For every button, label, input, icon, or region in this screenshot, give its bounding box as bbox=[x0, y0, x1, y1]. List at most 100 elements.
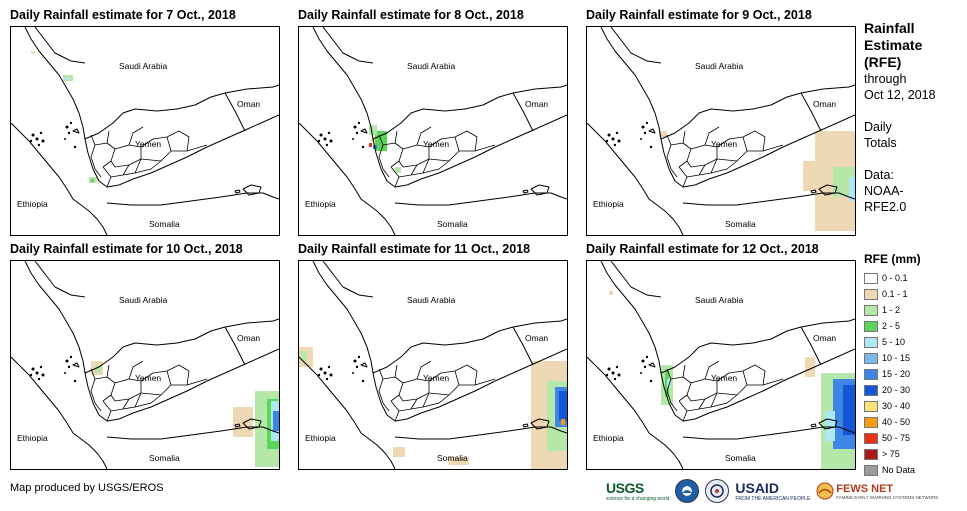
island-dot bbox=[643, 365, 647, 369]
label-ethiopia: Ethiopia bbox=[305, 433, 336, 443]
map-panel-oct-8: Daily Rainfall estimate for 8 Oct., 2018… bbox=[298, 6, 580, 236]
label-oman: Oman bbox=[813, 99, 836, 109]
label-somalia: Somalia bbox=[725, 453, 756, 463]
red-sea-islands bbox=[317, 355, 365, 383]
map-panel-oct-11: Daily Rainfall estimate for 11 Oct., 201… bbox=[298, 240, 580, 470]
map-frame: Saudi Arabia Oman Yemen Ethiopia Somalia bbox=[298, 26, 568, 236]
island-dot bbox=[329, 373, 333, 377]
african-red-sea-coast bbox=[299, 356, 396, 469]
oman-border bbox=[224, 92, 246, 132]
rain-cell bbox=[843, 385, 855, 435]
rainfall-overlay bbox=[659, 131, 855, 231]
island-dot bbox=[611, 371, 615, 375]
label-oman: Oman bbox=[525, 99, 548, 109]
island-dot bbox=[65, 359, 69, 363]
label-yemen: Yemen bbox=[423, 373, 449, 383]
legend-swatch bbox=[864, 384, 878, 396]
island-dot bbox=[640, 372, 642, 374]
northern-border bbox=[322, 261, 374, 298]
island-dot bbox=[65, 125, 69, 129]
red-sea-islands bbox=[605, 355, 653, 383]
island-dot bbox=[361, 145, 365, 149]
sidebar-info: Rainfall Estimate (RFE) through Oct 12, … bbox=[864, 20, 964, 215]
sidebar-through: through bbox=[864, 72, 907, 86]
island-dot bbox=[355, 131, 359, 135]
uae-oman-border bbox=[224, 318, 279, 328]
northern-border bbox=[34, 27, 86, 64]
red-sea-islands bbox=[29, 355, 77, 383]
legend-item: 10 - 15 bbox=[864, 350, 964, 366]
island-dot bbox=[39, 131, 43, 135]
somalia-coast bbox=[394, 192, 567, 206]
island-dot bbox=[64, 372, 66, 374]
northern-border bbox=[610, 27, 662, 64]
sidebar-title-line: Rainfall bbox=[864, 20, 915, 36]
fewsnet-logo-text: FEWS NET bbox=[836, 482, 894, 495]
island-dot bbox=[617, 139, 621, 143]
island-dot bbox=[611, 137, 615, 141]
island-dot bbox=[353, 125, 357, 129]
legend-label: 2 - 5 bbox=[882, 321, 901, 331]
legend-item: 0 - 0.1 bbox=[864, 270, 964, 286]
island-dot bbox=[329, 139, 333, 143]
rain-cell bbox=[559, 391, 567, 421]
nasa-seal-icon bbox=[705, 479, 730, 503]
label-saudi-arabia: Saudi Arabia bbox=[695, 61, 743, 71]
label-oman: Oman bbox=[237, 99, 260, 109]
northern-border bbox=[610, 261, 662, 298]
rain-cell bbox=[273, 411, 279, 431]
country-borders bbox=[587, 27, 855, 235]
african-red-sea-coast bbox=[11, 122, 108, 235]
map-panel-oct-12: Daily Rainfall estimate for 12 Oct., 201… bbox=[586, 240, 868, 470]
sidebar-data-product: RFE2.0 bbox=[864, 200, 907, 214]
island-dot bbox=[31, 133, 35, 137]
legend-label: 50 - 75 bbox=[882, 433, 911, 443]
island-dot bbox=[649, 379, 653, 383]
legend-title: RFE (mm) bbox=[864, 252, 921, 266]
legend-swatch bbox=[864, 416, 878, 428]
label-somalia: Somalia bbox=[437, 219, 468, 229]
panel-title: Daily Rainfall estimate for 12 Oct., 201… bbox=[586, 242, 819, 256]
legend-label: 5 - 10 bbox=[882, 337, 906, 347]
legend-swatch bbox=[864, 400, 878, 412]
island-dot bbox=[67, 131, 71, 135]
island-dot bbox=[29, 373, 33, 377]
legend-swatch bbox=[864, 336, 878, 348]
yemen-governorates bbox=[666, 126, 784, 188]
rain-cell bbox=[825, 411, 835, 441]
oman-border bbox=[512, 326, 534, 366]
usgs-logo: USGS science for a changing world bbox=[606, 480, 669, 502]
label-ethiopia: Ethiopia bbox=[305, 199, 336, 209]
label-saudi-arabia: Saudi Arabia bbox=[407, 295, 455, 305]
red-sea-islands bbox=[29, 121, 77, 149]
rfe-legend: RFE (mm) 0 - 0.1 0.1 - 1 1 - 2 2 - 5 5 - 10 1… bbox=[864, 252, 964, 478]
somalia-coast bbox=[682, 192, 855, 206]
label-yemen: Yemen bbox=[711, 139, 737, 149]
island-dot bbox=[73, 379, 77, 383]
island-dot bbox=[361, 379, 365, 383]
label-somalia: Somalia bbox=[149, 453, 180, 463]
legend-item: 20 - 30 bbox=[864, 382, 964, 398]
panel-title: Daily Rainfall estimate for 11 Oct., 201… bbox=[298, 242, 531, 256]
legend-swatch bbox=[864, 352, 878, 364]
legend-item: 50 - 75 bbox=[864, 430, 964, 446]
socotra-island bbox=[818, 184, 838, 196]
island-dot bbox=[327, 131, 331, 135]
noaa-seal-icon bbox=[675, 479, 700, 503]
usaid-logo-text: USAID bbox=[735, 480, 779, 496]
island-dot bbox=[327, 365, 331, 369]
oman-border bbox=[512, 92, 534, 132]
usgs-tagline: science for a changing world bbox=[606, 496, 670, 502]
yemen-governorates bbox=[90, 360, 208, 422]
legend-label: 10 - 15 bbox=[882, 353, 911, 363]
island-dot bbox=[64, 138, 66, 140]
country-borders bbox=[11, 27, 279, 235]
island-dot bbox=[69, 121, 73, 125]
label-yemen: Yemen bbox=[135, 373, 161, 383]
island-dot bbox=[643, 131, 647, 135]
island-dot bbox=[613, 377, 617, 381]
rainfall-overlay bbox=[91, 361, 279, 467]
oman-border bbox=[224, 326, 246, 366]
island-dot bbox=[617, 373, 621, 377]
country-borders bbox=[299, 27, 567, 235]
